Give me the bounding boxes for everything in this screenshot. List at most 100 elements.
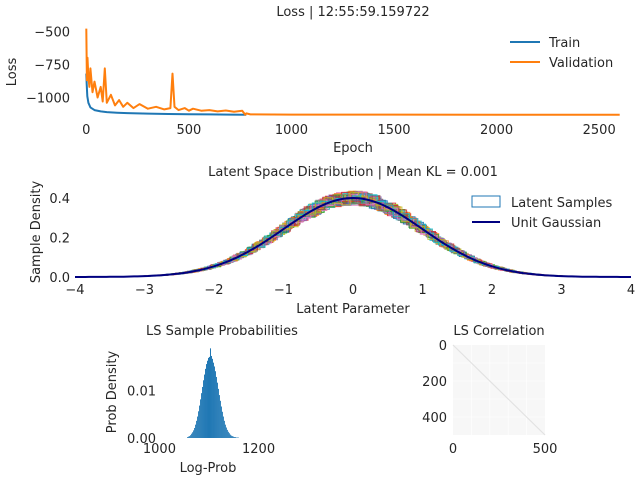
loss-ticks: 0 500 1000 1500 2000 2500 −500 −750 −1000 — [26, 25, 616, 138]
correlation-panel: LS Correlation 0 500 0 200 400 — [422, 324, 557, 457]
logprob-bar — [218, 395, 220, 438]
loss-series — [85, 28, 620, 116]
logprob-xtick-label: 1200 — [242, 442, 275, 457]
logprob-xlabel: Log-Prob — [180, 461, 237, 476]
logprob-ytick-label: 0.00 — [127, 432, 156, 447]
logprob-ylabel: Prob Density — [105, 350, 120, 433]
logprob-ticks: 1000 1200 0.00 0.01 — [127, 384, 275, 457]
latent-sample-histogram — [134, 199, 585, 278]
logprob-bar — [208, 357, 209, 438]
latent-xtick-label: −3 — [135, 283, 154, 298]
logprob-bar — [232, 436, 234, 438]
latent-legend: Latent Samples Unit Gaussian — [471, 195, 613, 231]
legend-label-validation: Validation — [549, 56, 613, 71]
latent-panel: Latent Space Distribution | Mean KL = 0.… — [29, 165, 635, 317]
correlation-ytick-label: 400 — [422, 411, 447, 426]
loss-xlabel: Epoch — [333, 141, 373, 156]
logprob-bar — [209, 348, 211, 438]
latent-xtick-label: 2 — [488, 283, 496, 298]
logprob-bar — [196, 420, 198, 438]
latent-xtick-label: −2 — [204, 283, 223, 298]
logprob-bar — [214, 371, 216, 438]
logprob-bar — [226, 429, 228, 438]
correlation-ticks: 0 500 0 200 400 — [422, 339, 557, 457]
logprob-bar — [190, 435, 192, 438]
logprob-bar — [195, 424, 197, 438]
loss-xtick-label: 0 — [82, 123, 90, 138]
loss-xtick-label: 1000 — [275, 123, 308, 138]
logprob-bar — [199, 405, 201, 438]
legend-label-latent-samples: Latent Samples — [511, 196, 613, 211]
logprob-bar — [209, 356, 210, 438]
loss-xtick-label: 1500 — [377, 123, 410, 138]
series-line-train — [85, 73, 247, 116]
legend-label-train: Train — [548, 36, 580, 51]
logprob-bar — [202, 386, 204, 438]
logprob-bar — [223, 420, 225, 438]
logprob-bar — [201, 393, 203, 438]
loss-legend: Train Validation — [510, 36, 613, 71]
logprob-bar — [222, 416, 224, 438]
correlation-ytick-label: 200 — [422, 375, 447, 390]
logprob-bar — [228, 433, 230, 438]
latent-xtick-label: 1 — [418, 283, 426, 298]
logprob-bar — [197, 416, 199, 438]
logprob-bar — [193, 430, 195, 438]
logprob-ytick-label: 0.01 — [127, 384, 156, 399]
loss-xtick-label: 500 — [176, 123, 201, 138]
latent-ylabel: Sample Density — [29, 181, 44, 284]
latent-title: Latent Space Distribution | Mean KL = 0.… — [208, 165, 498, 180]
logprob-bar — [191, 433, 193, 438]
latent-xtick-label: −1 — [274, 283, 293, 298]
loss-ytick-label: −750 — [34, 58, 70, 73]
latent-xlabel: Latent Parameter — [296, 302, 410, 317]
latent-xtick-label: −4 — [65, 283, 84, 298]
logprob-bar — [229, 434, 231, 438]
series-line-validation — [85, 28, 620, 116]
loss-ytick-label: −1000 — [26, 91, 70, 106]
logprob-bar — [219, 400, 221, 438]
logprob-bar — [221, 411, 223, 438]
logprob-bar — [203, 380, 205, 438]
latent-ticks: −4 −3 −2 −1 0 1 2 3 4 0.0 0.2 0.4 — [49, 192, 635, 298]
latent-xtick-label: 3 — [557, 283, 565, 298]
logprob-bar — [187, 437, 189, 438]
latent-ytick-label: 0.0 — [49, 271, 70, 286]
logprob-xtick-label: 1000 — [143, 442, 176, 457]
logprob-title: LS Sample Probabilities — [146, 324, 298, 339]
logprob-bar — [212, 362, 214, 438]
correlation-ytick-label: 0 — [439, 339, 447, 354]
logprob-bar — [213, 366, 215, 438]
loss-xtick-label: 2500 — [583, 123, 616, 138]
logprob-bar — [211, 358, 213, 438]
latent-xtick-label: 0 — [349, 283, 357, 298]
logprob-bar — [189, 436, 191, 438]
logprob-bar — [230, 435, 232, 438]
logprob-bar — [205, 368, 207, 438]
logprob-bar — [234, 437, 236, 438]
unit-gaussian-line — [75, 196, 631, 278]
latent-ytick-label: 0.2 — [49, 231, 70, 246]
latent-ytick-label: 0.4 — [49, 192, 70, 207]
logprob-bar — [233, 437, 235, 438]
latent-series — [74, 196, 632, 278]
logprob-bars — [187, 348, 239, 438]
logprob-bar — [207, 360, 209, 438]
logprob-panel: LS Sample Probabilities Prob Density Log… — [105, 324, 298, 476]
logprob-bar — [194, 427, 196, 438]
loss-title: Loss | 12:55:59.159722 — [276, 5, 429, 20]
logprob-bar — [227, 431, 229, 438]
logprob-bar — [198, 411, 200, 438]
loss-panel: Loss | 12:55:59.159722 Loss Epoch 0 500 10… — [5, 5, 620, 156]
loss-ytick-label: −500 — [34, 25, 70, 40]
logprob-bar — [210, 355, 212, 438]
correlation-heatmap — [452, 344, 546, 436]
logprob-bar — [220, 406, 222, 438]
logprob-bar — [188, 436, 190, 438]
correlation-diagonal — [452, 344, 546, 436]
logprob-bar — [231, 436, 233, 438]
loss-ylabel: Loss — [5, 58, 20, 87]
legend-label-unit-gaussian: Unit Gaussian — [511, 216, 601, 231]
logprob-bar — [217, 388, 219, 438]
correlation-xtick-label: 0 — [449, 442, 457, 457]
